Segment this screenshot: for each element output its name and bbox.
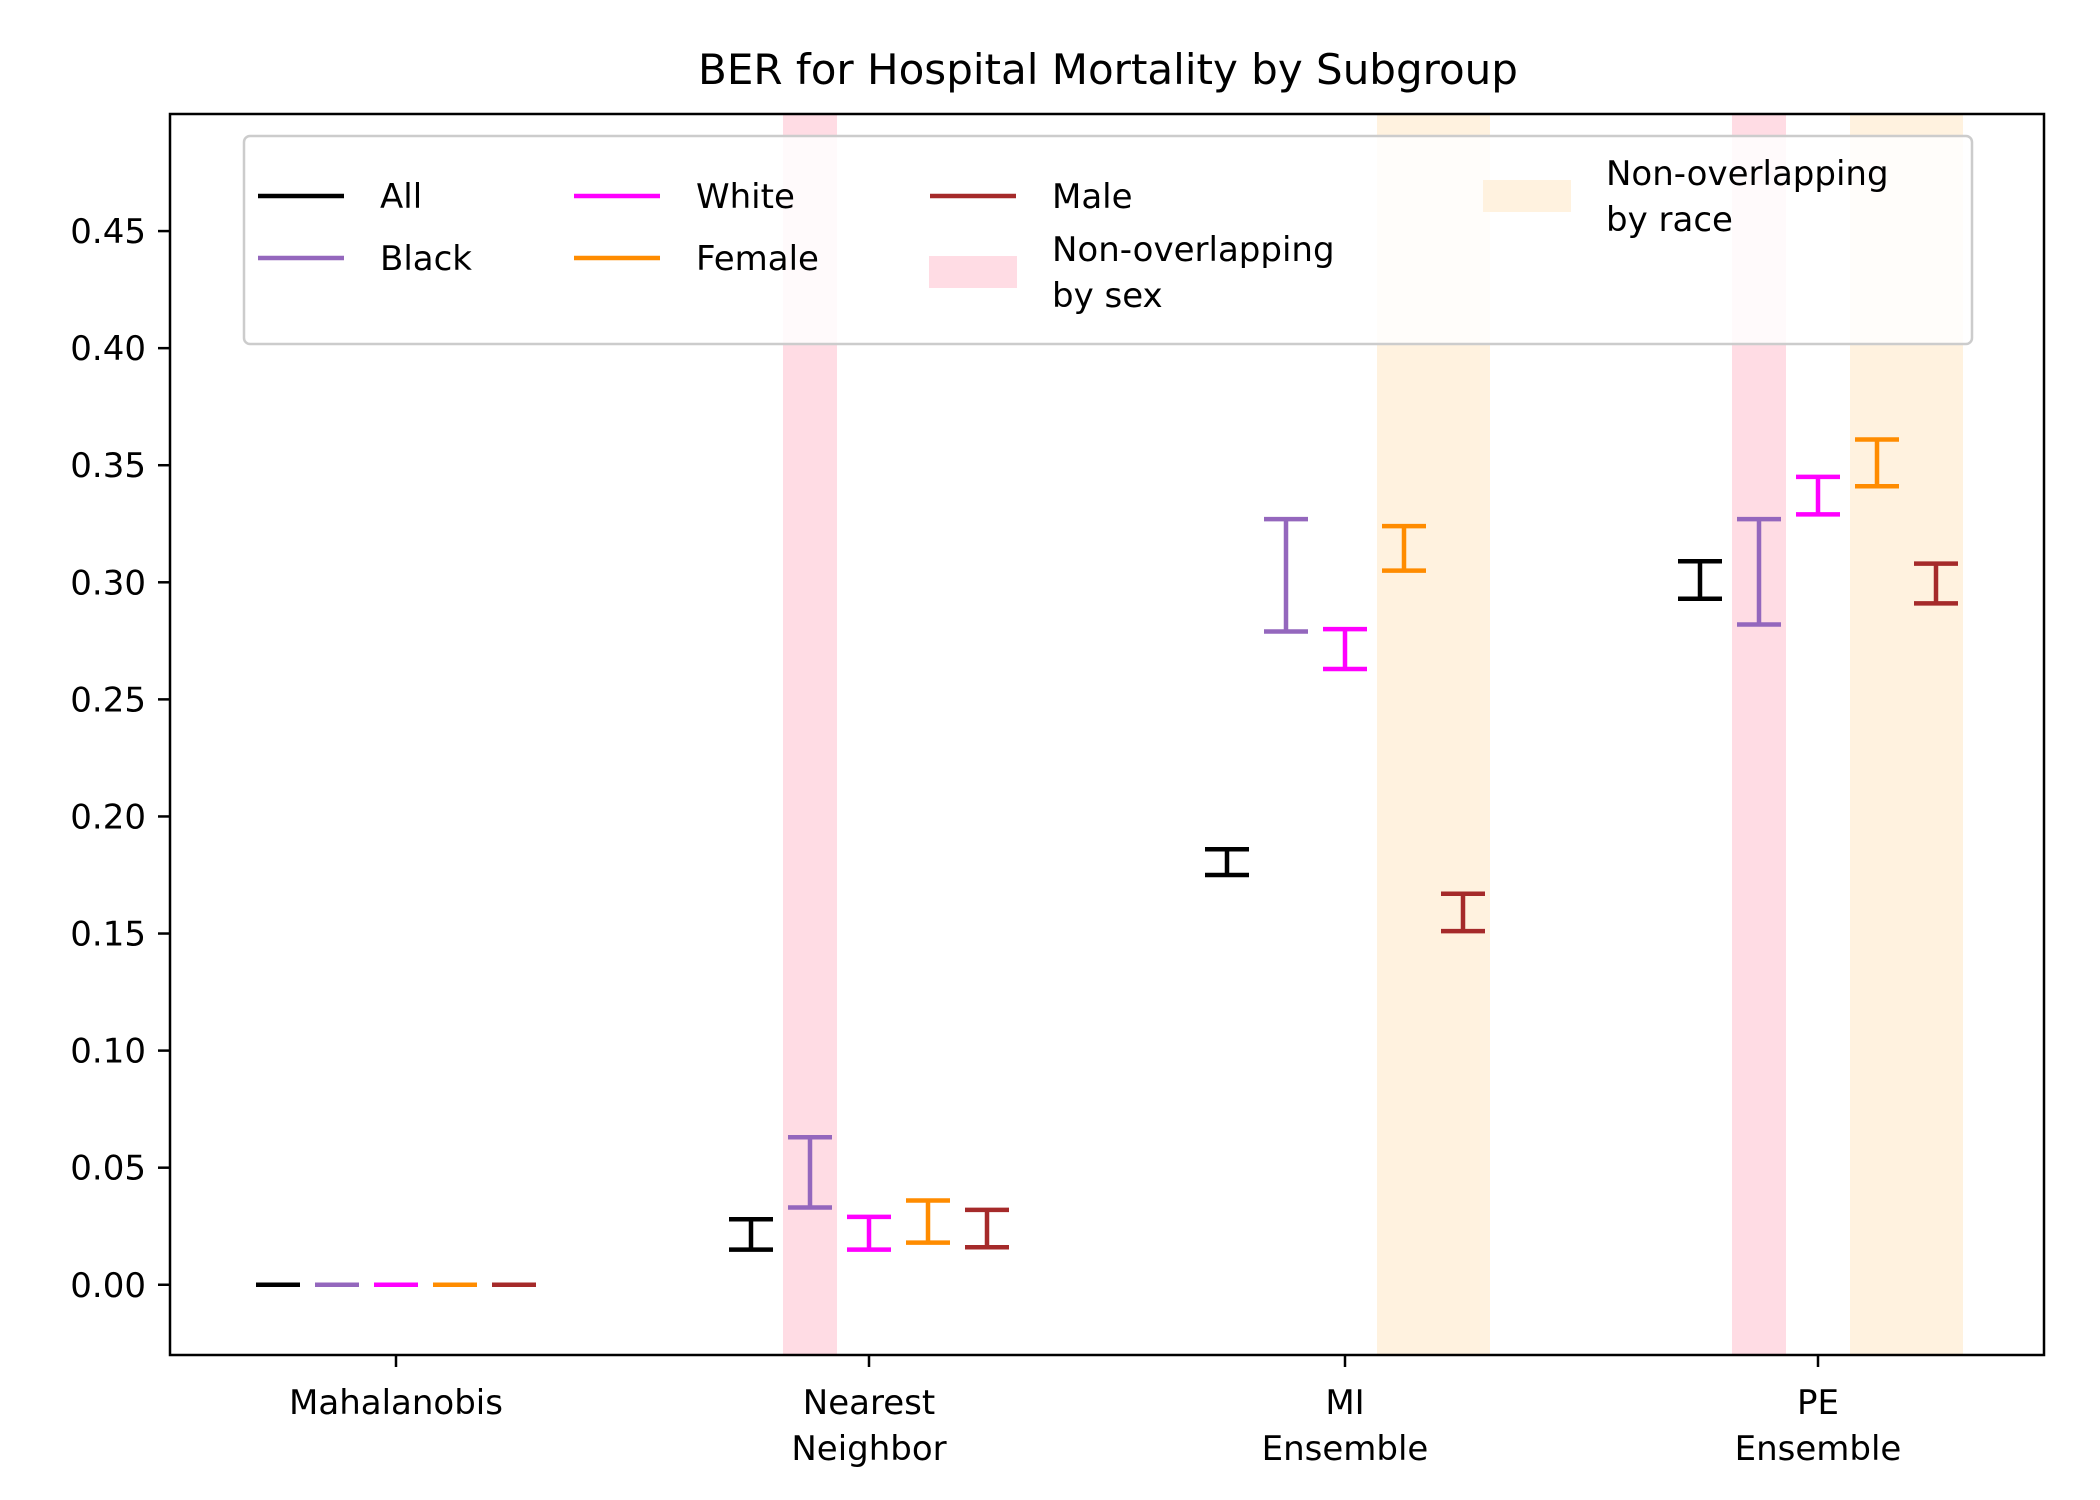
- error-bar: [1323, 626, 1367, 672]
- x-tick-label: Ensemble: [1262, 1429, 1429, 1469]
- legend-label: Black: [380, 239, 472, 279]
- y-tick-label: 0.45: [70, 212, 146, 252]
- legend-entry: Non-overlapping by race: [1483, 154, 1889, 240]
- legend-label: by race: [1606, 200, 1733, 240]
- legend-label: White: [696, 177, 795, 217]
- legend-entry: Male: [930, 177, 1133, 217]
- y-tick-label: 0.15: [70, 915, 146, 955]
- error-bar: [1855, 437, 1899, 489]
- plot-frame: [168, 112, 2046, 1357]
- y-tick-label: 0.35: [70, 446, 146, 486]
- legend-swatch: [929, 256, 1017, 288]
- error-bar: [1796, 474, 1840, 517]
- y-tick-label: 0.20: [70, 797, 146, 837]
- x-tick-label: Nearest: [803, 1383, 935, 1423]
- legend-label: Non-overlapping: [1606, 154, 1889, 194]
- error-bar: [965, 1207, 1009, 1250]
- axes: 0.00 0.05 0.10 0.15 0.20 0.25 0.30 0.35 0.40 0.45…: [70, 112, 2046, 1469]
- error-bar: [1264, 516, 1308, 634]
- y-tick-label: 0.05: [70, 1149, 146, 1189]
- x-tick-label: PE: [1797, 1383, 1839, 1423]
- legend-label: Male: [1052, 177, 1133, 217]
- error-bar: [847, 1214, 891, 1252]
- legend-entry: All: [258, 177, 422, 217]
- error-bar: [1914, 561, 1958, 606]
- error-bar: [1737, 516, 1781, 627]
- legend-entry: White: [574, 177, 795, 217]
- y-tick-label: 0.25: [70, 680, 146, 720]
- y-tick-label: 0.40: [70, 329, 146, 369]
- x-tick-label: Ensemble: [1735, 1429, 1902, 1469]
- legend-entry: Non-overlapping by sex: [929, 230, 1335, 316]
- y-tick-label: 0.00: [70, 1266, 146, 1306]
- error-bar: [1678, 558, 1722, 601]
- legend-entry: Black: [258, 239, 472, 279]
- y-tick-label: 0.30: [70, 563, 146, 603]
- legend-label: by sex: [1052, 276, 1163, 316]
- legend-entry: Female: [574, 239, 819, 279]
- x-tick-label: MI: [1325, 1383, 1364, 1423]
- x-tick-label: Mahalanobis: [289, 1383, 503, 1423]
- legend-label: All: [380, 177, 422, 217]
- error-bar: [729, 1216, 773, 1252]
- error-bar: [906, 1198, 950, 1245]
- error-bar: [1441, 891, 1485, 934]
- x-tick-label: Neighbor: [791, 1429, 946, 1469]
- legend-label: Female: [696, 239, 819, 279]
- error-bar: [788, 1134, 832, 1210]
- error-bar: [1205, 846, 1249, 878]
- error-bar: [1382, 523, 1426, 573]
- legend-swatch: [1483, 180, 1571, 212]
- y-tick-label: 0.10: [70, 1032, 146, 1072]
- chart-title: BER for Hospital Mortality by Subgroup: [698, 45, 1518, 94]
- legend-label: Non-overlapping: [1052, 230, 1335, 270]
- legend: All Black White Female Male Non-overlapping by…: [242, 134, 1974, 346]
